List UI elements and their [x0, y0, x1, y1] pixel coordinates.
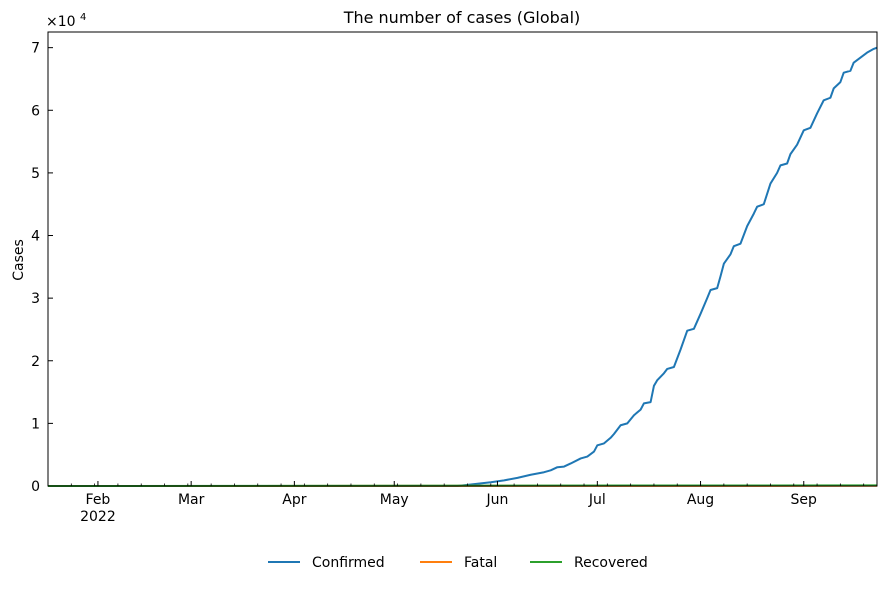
x-tick-label: Apr [282, 492, 306, 508]
x-tick-label: Mar [178, 492, 205, 508]
series-layer [48, 48, 877, 486]
y-tick-label: 2 [31, 354, 40, 370]
x-tick-label: May [380, 492, 409, 508]
legend-label-recovered: Recovered [574, 555, 648, 571]
y-tick-label: 7 [31, 41, 40, 57]
y-axis-multiplier: ×10 4 [46, 12, 86, 30]
x-tick-label: Jun [486, 492, 509, 508]
x-tick-label: Sep [791, 492, 818, 508]
y-axis-label: Cases [11, 239, 27, 281]
y-tick-label: 3 [31, 291, 40, 307]
y-tick-label: 4 [31, 229, 40, 245]
plot-frame [48, 32, 877, 486]
series-line-confirmed [48, 48, 877, 486]
y-tick-label: 1 [31, 416, 40, 432]
x-tick-label: Aug [687, 492, 714, 508]
x-tick-label: Jul [588, 492, 606, 508]
legend-label-fatal: Fatal [464, 555, 497, 571]
legend-label-confirmed: Confirmed [312, 555, 385, 571]
x-tick-label: Feb [86, 492, 111, 508]
legend: Confirmed Fatal Recovered [268, 555, 648, 571]
chart-title: The number of cases (Global) [343, 8, 581, 27]
y-multiplier-exponent: 4 [80, 12, 86, 23]
y-multiplier-base: ×10 [46, 14, 76, 30]
y-tick-label: 6 [31, 103, 40, 119]
y-tick-label: 5 [31, 166, 40, 182]
x-tick-sublabel: 2022 [80, 509, 116, 525]
y-tick-label: 0 [31, 479, 40, 495]
